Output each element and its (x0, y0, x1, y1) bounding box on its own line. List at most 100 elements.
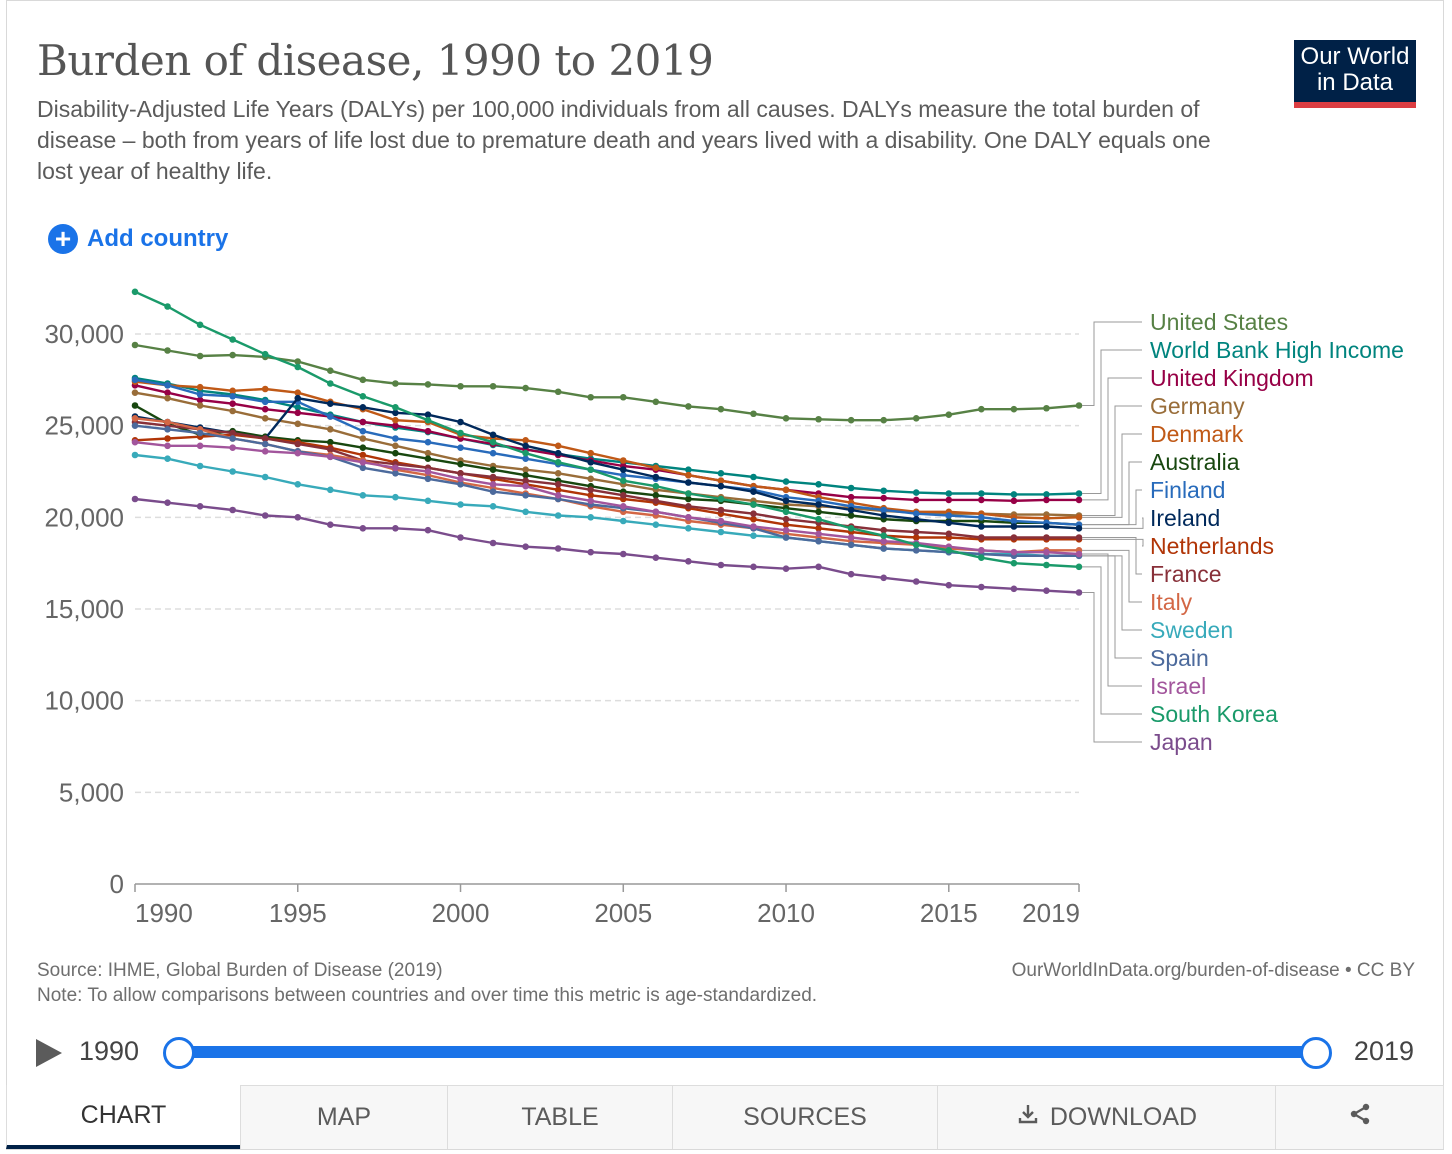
data-point (327, 486, 334, 494)
data-point (1075, 550, 1083, 558)
legend-label: Finland (1150, 477, 1225, 503)
data-point (294, 449, 302, 457)
data-point (847, 506, 855, 514)
data-point (782, 508, 790, 516)
data-point (554, 512, 562, 519)
data-point (392, 409, 399, 417)
data-point (131, 438, 139, 446)
data-point (261, 435, 269, 442)
timeline-start-label: 1990 (79, 1036, 140, 1066)
tab-download[interactable]: DOWNLOAD (937, 1085, 1275, 1149)
data-point (392, 380, 399, 387)
data-point (880, 494, 887, 502)
series-line (134, 290, 1080, 568)
data-point (619, 457, 627, 464)
data-point (945, 490, 953, 497)
data-point (880, 506, 887, 514)
data-point (815, 501, 822, 508)
data-point (1010, 497, 1018, 505)
data-point (522, 455, 529, 462)
data-point (652, 554, 660, 561)
legend-connector (1082, 321, 1142, 406)
data-point (717, 506, 725, 514)
data-point (815, 563, 822, 571)
data-point (912, 489, 920, 496)
data-point (685, 471, 692, 479)
data-point (359, 404, 367, 411)
data-point (164, 426, 171, 433)
data-point (554, 492, 562, 499)
data-point (164, 418, 171, 426)
timeline-track[interactable] (176, 1046, 1316, 1058)
data-point (164, 382, 171, 389)
data-point (327, 380, 334, 387)
data-point (978, 523, 985, 530)
series-line (134, 424, 1079, 557)
data-point (164, 394, 171, 402)
source-url[interactable]: OurWorldInData.org/burden-of-disease • C… (1011, 960, 1415, 981)
data-point (587, 486, 595, 494)
data-point (945, 547, 953, 554)
data-point (782, 486, 790, 494)
data-point (750, 532, 757, 539)
tab-chart[interactable]: CHART (6, 1085, 240, 1149)
data-point (327, 438, 334, 446)
data-point (945, 512, 953, 519)
owid-logo[interactable]: Our World in Data (1294, 40, 1416, 108)
legend-connector (1082, 517, 1144, 529)
add-country-button[interactable]: + Add country (48, 224, 228, 254)
data-point (782, 565, 790, 572)
data-point (294, 514, 302, 521)
data-point (1043, 496, 1050, 504)
data-point (229, 506, 236, 514)
data-point (522, 492, 529, 499)
tab-map[interactable]: MAP (240, 1085, 447, 1149)
data-point (359, 418, 367, 426)
legend-label: South Korea (1150, 701, 1278, 727)
timeline-end-handle[interactable] (1300, 1037, 1332, 1069)
data-point (392, 464, 399, 472)
data-point (815, 537, 822, 545)
data-point (131, 376, 139, 384)
data-point (717, 495, 725, 503)
data-point (196, 429, 204, 437)
data-point (359, 525, 367, 532)
tab-share[interactable] (1275, 1085, 1444, 1149)
data-point (164, 455, 171, 462)
data-point (619, 471, 627, 479)
data-point (750, 510, 757, 517)
data-point (685, 495, 692, 503)
data-point (457, 501, 464, 508)
data-point (978, 514, 985, 521)
tab-sources[interactable]: SOURCES (672, 1085, 937, 1149)
data-point (750, 563, 757, 571)
data-point (522, 466, 529, 473)
series-line (134, 420, 1079, 539)
legend-connector (1082, 537, 1142, 575)
data-point (1043, 587, 1050, 594)
data-point (131, 389, 139, 396)
data-point (359, 444, 367, 451)
data-point (522, 477, 529, 484)
data-point (229, 393, 236, 400)
data-point (847, 525, 855, 532)
y-tick-label: 20,000 (44, 502, 124, 532)
data-point (131, 451, 139, 459)
tab-table[interactable]: TABLE (447, 1085, 672, 1149)
legend-label: World Bank High Income (1150, 337, 1404, 363)
timeline-end-label: 2019 (1353, 1036, 1414, 1066)
legend-connector (1082, 592, 1142, 743)
data-point (587, 393, 595, 401)
timeline-start-handle[interactable] (163, 1037, 195, 1069)
data-point (229, 400, 236, 407)
play-icon[interactable] (36, 1039, 62, 1067)
data-point (815, 508, 822, 516)
legend-connector (1082, 349, 1142, 494)
data-point (489, 431, 497, 439)
data-point (847, 512, 855, 519)
data-point (294, 404, 302, 411)
data-point (554, 449, 562, 457)
legend-label: Australia (1150, 449, 1240, 475)
data-point (164, 303, 171, 310)
data-point (522, 543, 529, 550)
